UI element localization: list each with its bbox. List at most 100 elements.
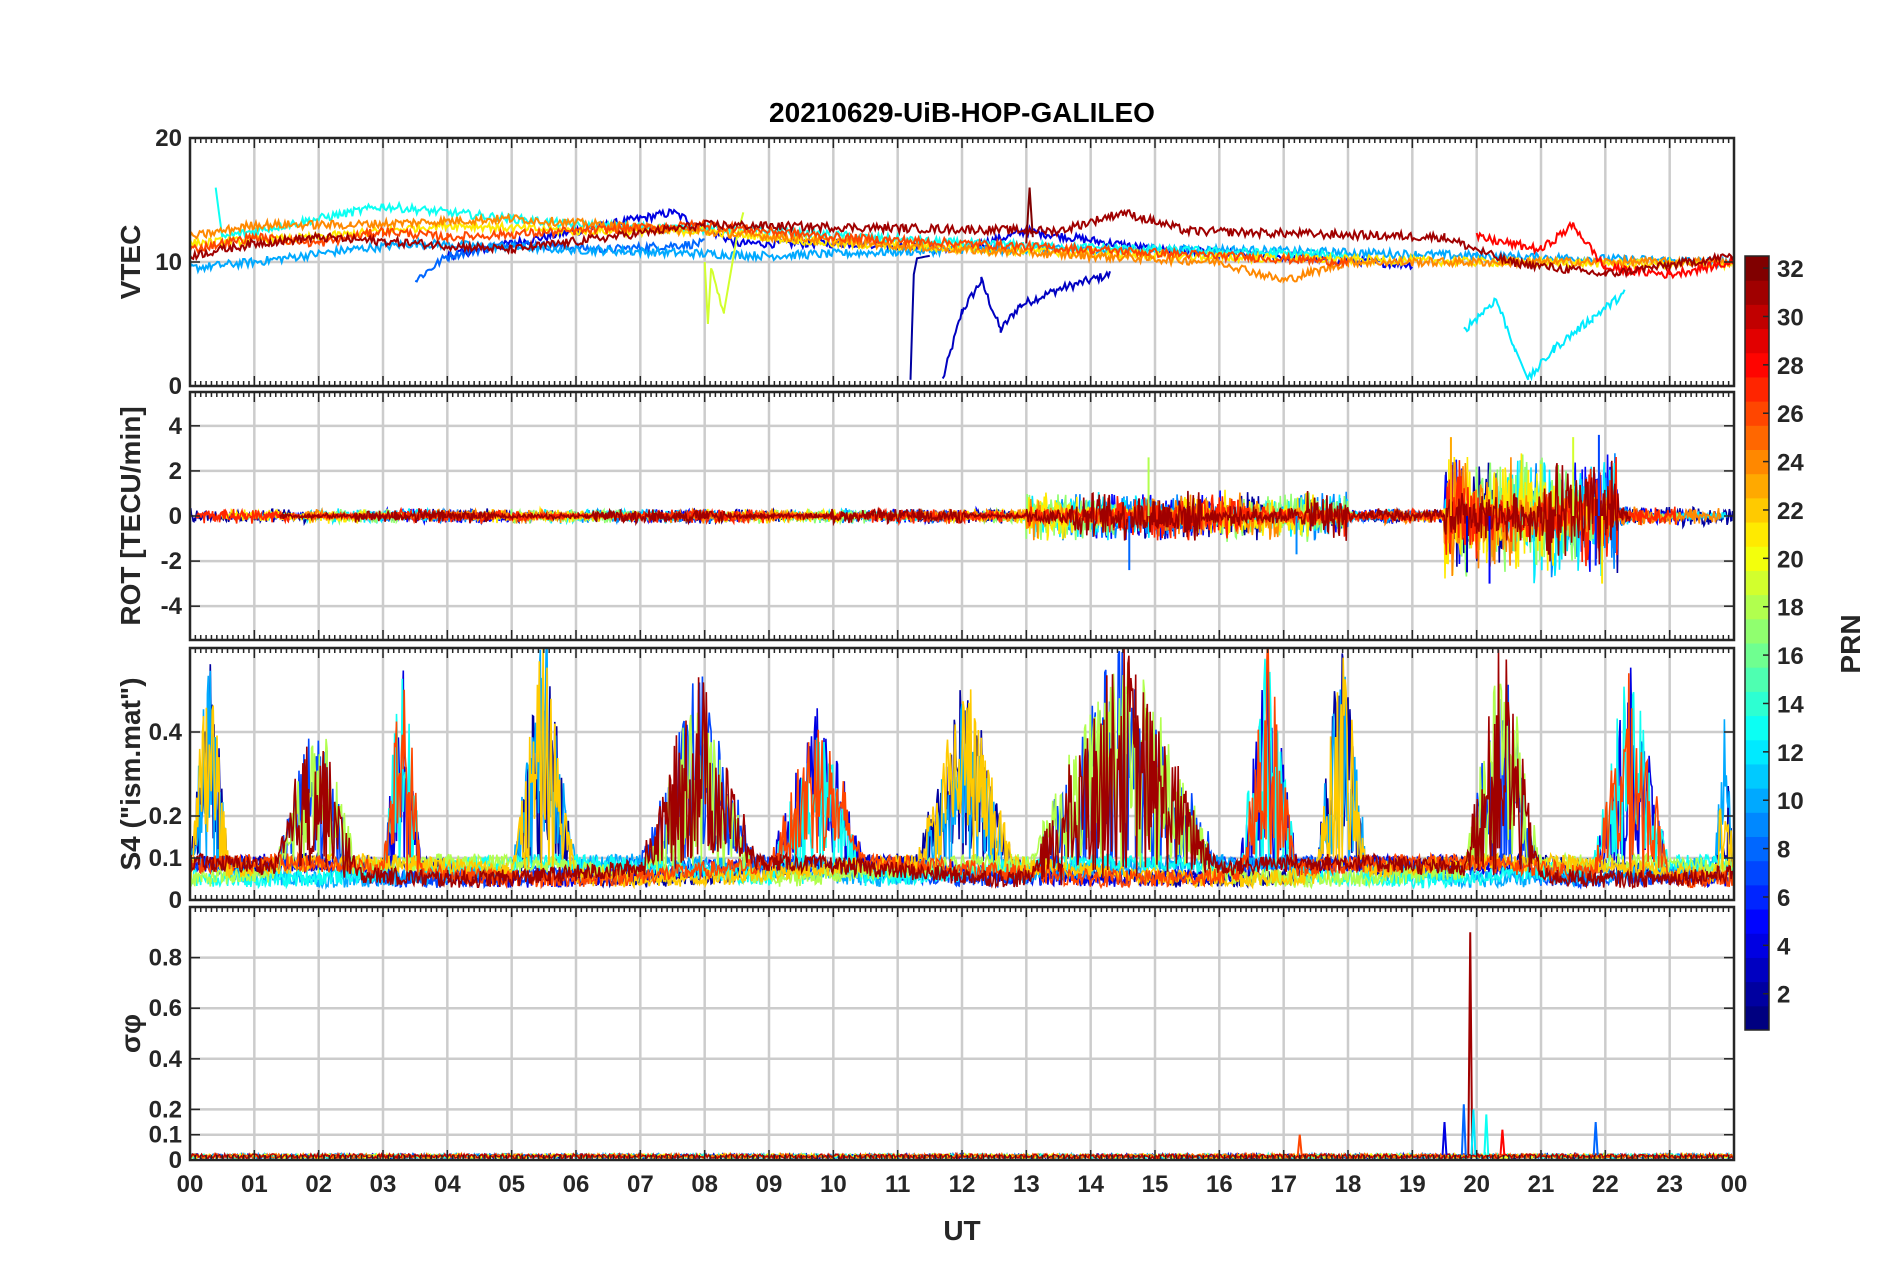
colorbar-swatch xyxy=(1745,618,1769,644)
sigma-phi-spike xyxy=(1483,1114,1490,1155)
series-line xyxy=(1475,220,1734,280)
sigma-phi-spike xyxy=(1592,1121,1599,1155)
y-tick-label: -2 xyxy=(161,548,182,575)
y-axis-label: S4 ("ism.mat") xyxy=(115,677,146,870)
sigma-phi-spike xyxy=(1460,1104,1467,1155)
x-ticks xyxy=(189,138,1735,386)
x-tick-label: 03 xyxy=(370,1171,397,1198)
colorbar-tick-label: 14 xyxy=(1777,691,1804,718)
y-tick-label: -4 xyxy=(161,593,183,620)
y-tick-label: 0.8 xyxy=(149,945,182,972)
y-tick-label: 0.1 xyxy=(149,845,182,872)
colorbar-frame xyxy=(1744,255,1770,1031)
y-tick-label: 0.2 xyxy=(149,1096,182,1123)
colorbar-swatch xyxy=(1745,715,1769,741)
y-tick-label: 10 xyxy=(155,249,182,276)
colorbar-label: PRN xyxy=(1835,614,1866,673)
x-tick-label: 11 xyxy=(885,1171,910,1198)
colorbar-swatch xyxy=(1745,522,1769,547)
y-tick-label: 2 xyxy=(169,458,182,485)
y-tick-label: 0.2 xyxy=(149,803,182,830)
y-tick-label: 4 xyxy=(169,413,183,440)
sigma-phi-spike xyxy=(1467,932,1474,1155)
x-ticks xyxy=(189,392,1735,640)
y-ticks: 0 10 20 xyxy=(155,125,1734,400)
data-lines xyxy=(190,187,1734,382)
x-tick-label: 21 xyxy=(1528,1171,1555,1198)
colorbar-tick-label: 30 xyxy=(1777,304,1804,331)
x-tick-label: 17 xyxy=(1270,1171,1297,1198)
y-axis-label: σφ xyxy=(115,1014,146,1053)
series-line xyxy=(941,270,1111,380)
colorbar-tick-label: 22 xyxy=(1777,498,1804,525)
x-tick-label: 15 xyxy=(1142,1171,1169,1198)
colorbar-tick-label: 2 xyxy=(1777,982,1790,1009)
series-line xyxy=(190,212,1734,285)
colorbar-swatch xyxy=(1745,860,1769,886)
x-tick-label: 18 xyxy=(1335,1171,1362,1198)
x-tick-label: 05 xyxy=(498,1171,525,1198)
x-tick-label: 10 xyxy=(820,1171,847,1198)
colorbar-swatch xyxy=(1745,909,1769,934)
x-tick-label: 20 xyxy=(1463,1171,1490,1198)
colorbar-tick-label: 10 xyxy=(1777,788,1804,815)
series-line xyxy=(414,237,705,283)
data-lines xyxy=(190,648,1734,890)
y-tick-label: 0 xyxy=(169,373,182,400)
colorbar-tick-label: 20 xyxy=(1777,546,1804,573)
y-tick-label: 20 xyxy=(155,125,182,152)
panel-2: -4 -2 0 2 4 ROT [TECU/min] xyxy=(115,390,1736,642)
x-tick-label: 14 xyxy=(1077,1171,1104,1198)
colorbar-tick-label: 26 xyxy=(1777,401,1804,428)
x-ticks xyxy=(189,648,1735,900)
y-tick-label: 0.6 xyxy=(149,995,182,1022)
series-line xyxy=(1025,187,1034,244)
colorbar-tick-label: 12 xyxy=(1777,740,1804,767)
y-ticks: 0 0.1 0.2 0.4 xyxy=(149,719,1734,914)
colorbar-swatch xyxy=(1745,812,1769,837)
colorbar-tick-label: 24 xyxy=(1777,450,1804,477)
x-axis-label: UT xyxy=(943,1215,980,1246)
x-tick-label: 04 xyxy=(434,1171,461,1198)
colorbar-tick-label: 4 xyxy=(1777,933,1791,960)
y-axis-label: ROT [TECU/min] xyxy=(115,406,146,625)
chart-title: 20210629-UiB-HOP-GALILEO xyxy=(769,97,1155,128)
colorbar-tick-label: 16 xyxy=(1777,643,1804,670)
data-lines xyxy=(190,434,1734,584)
colorbar-tick-label: 28 xyxy=(1777,353,1804,380)
panel-1: 0 10 20 VTEC xyxy=(115,125,1736,400)
x-ticks xyxy=(189,907,1735,1160)
colorbar-swatch xyxy=(1745,425,1769,450)
colorbar-swatch xyxy=(1745,1005,1769,1031)
series-line xyxy=(190,208,1734,279)
series-line xyxy=(703,212,745,325)
colorbar-swatch xyxy=(1745,280,1769,305)
x-tick-label: 07 xyxy=(627,1171,654,1198)
panel-3: 0 0.1 0.2 0.4S4 ("ism.mat") xyxy=(115,646,1736,914)
x-tick-label: 01 xyxy=(241,1171,268,1198)
series-line xyxy=(909,254,930,380)
y-tick-label: 0.1 xyxy=(149,1122,182,1149)
x-tick-labels: 00 01 02 03 04 05 06 07 08 09 10 11 12 13 14 15 16 17 18 19… xyxy=(177,1171,1748,1198)
y-tick-label: 0 xyxy=(169,1147,182,1174)
colorbar-swatch xyxy=(1745,667,1769,692)
colorbar-tick-label: 18 xyxy=(1777,595,1804,622)
x-tick-label: 12 xyxy=(949,1171,976,1198)
sigma-phi-spike xyxy=(1470,1109,1477,1155)
colorbar-swatch xyxy=(1745,763,1769,789)
colorbar-swatch xyxy=(1745,376,1769,402)
x-tick-label: 16 xyxy=(1206,1171,1233,1198)
y-tick-label: 0 xyxy=(169,503,182,530)
series-line xyxy=(1463,289,1626,382)
colorbar-tick-label: 8 xyxy=(1777,837,1790,864)
x-tick-label: 02 xyxy=(305,1171,332,1198)
colorbar-swatch xyxy=(1745,570,1769,596)
x-tick-label: 09 xyxy=(756,1171,783,1198)
colorbar-tick-label: 6 xyxy=(1777,885,1790,912)
series-line xyxy=(190,662,1734,890)
x-tick-label: 19 xyxy=(1399,1171,1426,1198)
x-tick-label: 08 xyxy=(691,1171,718,1198)
y-tick-label: 0.4 xyxy=(149,1046,183,1073)
